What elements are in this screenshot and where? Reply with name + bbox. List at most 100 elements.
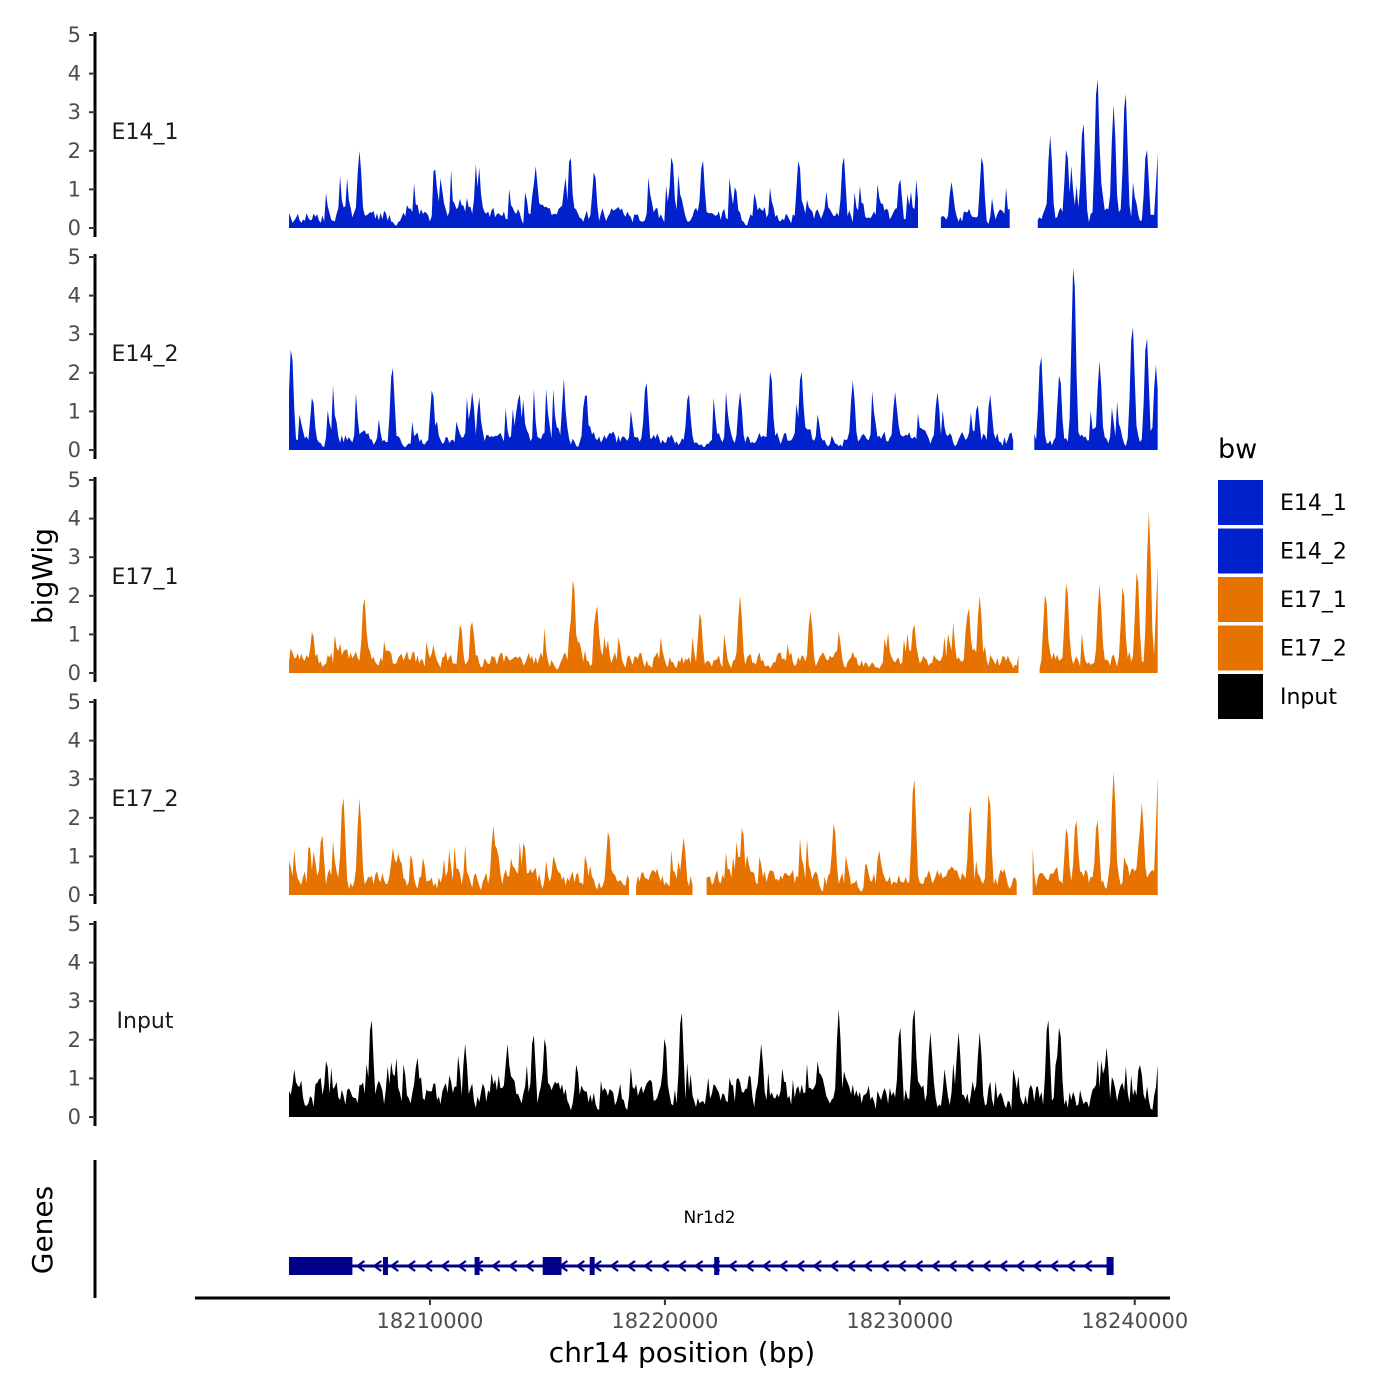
- track-e14-2: 0 1 2 3 4 5 E14_2: [68, 245, 1158, 462]
- x-axis: 18210000 18220000 18230000 18240000: [195, 1296, 1188, 1333]
- signal-area-e17-1: [1039, 510, 1158, 673]
- strand-arrow: [846, 1260, 856, 1272]
- signal-area-e17-1: [289, 580, 1019, 673]
- y-tick-label: 0: [68, 661, 81, 685]
- strand-arrow: [761, 1260, 772, 1272]
- strand-arrow: [981, 1260, 991, 1272]
- gene-exon: [542, 1257, 562, 1275]
- gene-label: Nr1d2: [683, 1208, 735, 1228]
- strand-arrow: [659, 1260, 670, 1272]
- signal-area-e14-1: [940, 157, 1010, 228]
- track-label: Input: [117, 1009, 174, 1034]
- strand-arrow: [524, 1260, 535, 1272]
- signal-area-e17-2: [706, 779, 1017, 895]
- y-tick-label: 2: [68, 361, 81, 385]
- gene-exon: [589, 1257, 595, 1275]
- x-tick-label: 18220000: [611, 1309, 718, 1333]
- y-tick-label: 5: [68, 912, 81, 936]
- legend-label: E14_1: [1280, 491, 1347, 516]
- strand-arrow: [727, 1260, 738, 1272]
- y-tick-label: 3: [68, 545, 81, 569]
- legend-label: E17_1: [1280, 588, 1347, 613]
- y-tick-label: 3: [68, 322, 81, 346]
- track-label: E14_1: [112, 120, 179, 145]
- strand-arrow: [1015, 1260, 1025, 1272]
- gene-exon: [288, 1257, 353, 1275]
- y-tick-label: 0: [68, 1105, 81, 1129]
- strand-arrow: [879, 1260, 890, 1272]
- y-tick-label: 4: [68, 729, 81, 753]
- y-tick-label: 5: [68, 23, 81, 47]
- y-tick-label: 1: [68, 844, 81, 868]
- legend-label: E14_2: [1280, 540, 1347, 565]
- signal-area-e17-2: [636, 837, 693, 895]
- signal-area-input: [289, 1008, 1158, 1117]
- strand-arrow: [372, 1260, 382, 1272]
- y-tick-label: 5: [68, 690, 81, 714]
- signal-area-e17-2: [1032, 771, 1158, 895]
- legend: bw E14_1 E14_2 E17_1 E17_2 Input: [1218, 434, 1347, 719]
- strand-arrow: [1049, 1260, 1059, 1272]
- strand-arrow: [609, 1260, 619, 1272]
- track-label: E17_2: [112, 787, 179, 812]
- strand-arrow: [1065, 1260, 1076, 1272]
- strand-arrow: [406, 1260, 416, 1272]
- strand-arrow: [964, 1260, 975, 1272]
- signal-area-e17-2: [289, 798, 630, 895]
- x-tick-label: 18210000: [376, 1309, 483, 1333]
- strand-arrow: [829, 1260, 839, 1272]
- y-tick-label: 2: [68, 584, 81, 608]
- strand-arrow: [998, 1260, 1008, 1272]
- strand-arrow: [423, 1260, 433, 1272]
- strand-arrow: [440, 1260, 450, 1272]
- signal-tracks: 0 1 2 3 4 5 E14_1 0 1 2 3 4 5 E14_2 0 1 2 3 4 5 E17_1 0 1 2 3 4 5 E…: [68, 23, 1158, 1129]
- genes-panel: Nr1d2: [93, 1160, 1114, 1298]
- strand-arrow: [676, 1260, 687, 1272]
- strand-arrow: [507, 1260, 518, 1272]
- y-tick-label: 3: [68, 767, 81, 791]
- signal-area-e14-2: [1034, 267, 1158, 450]
- x-tick-label: 18240000: [1081, 1309, 1188, 1333]
- strand-arrow: [1032, 1260, 1042, 1272]
- y-tick-label: 4: [68, 62, 81, 86]
- strand-arrow: [896, 1260, 907, 1272]
- y-tick-label: 4: [68, 951, 81, 975]
- y-tick-label: 5: [68, 245, 81, 269]
- y-tick-label: 5: [68, 468, 81, 492]
- legend-swatch: [1218, 674, 1263, 719]
- strand-arrow: [626, 1260, 636, 1272]
- signal-area-e14-1: [1037, 79, 1158, 228]
- y-tick-label: 1: [68, 622, 81, 646]
- strand-arrow: [456, 1260, 467, 1272]
- strand-arrow: [778, 1260, 788, 1272]
- track-e17-1: 0 1 2 3 4 5 E17_1: [68, 468, 1158, 685]
- legend-label: E17_2: [1280, 637, 1347, 662]
- gene-exon: [1106, 1257, 1114, 1275]
- x-tick-label: 18230000: [846, 1309, 953, 1333]
- y-axis-title: bigWig: [26, 528, 59, 624]
- track-input: 0 1 2 3 4 5 Input: [68, 912, 1158, 1129]
- y-tick-label: 4: [68, 284, 81, 308]
- strand-arrow: [389, 1260, 399, 1272]
- track-label: E17_1: [112, 565, 179, 590]
- strand-arrow: [1082, 1260, 1093, 1272]
- x-axis-title: chr14 position (bp): [549, 1336, 815, 1369]
- y-tick-label: 2: [68, 806, 81, 830]
- strand-arrow: [913, 1260, 924, 1272]
- track-e14-1: 0 1 2 3 4 5 E14_1: [68, 23, 1158, 240]
- strand-arrow: [575, 1260, 585, 1272]
- legend-title: bw: [1218, 434, 1257, 465]
- strand-arrow: [930, 1260, 941, 1272]
- strand-arrow: [744, 1260, 755, 1272]
- track-e17-2: 0 1 2 3 4 5 E17_2: [68, 690, 1158, 907]
- y-tick-label: 1: [68, 1066, 81, 1090]
- strand-arrow: [862, 1260, 873, 1272]
- y-tick-label: 0: [68, 216, 81, 240]
- strand-arrow: [795, 1260, 805, 1272]
- legend-label: Input: [1280, 685, 1337, 710]
- gene-exon: [382, 1257, 388, 1275]
- strand-arrow: [643, 1260, 653, 1272]
- strand-arrow: [693, 1260, 704, 1272]
- track-label: E14_2: [112, 342, 179, 367]
